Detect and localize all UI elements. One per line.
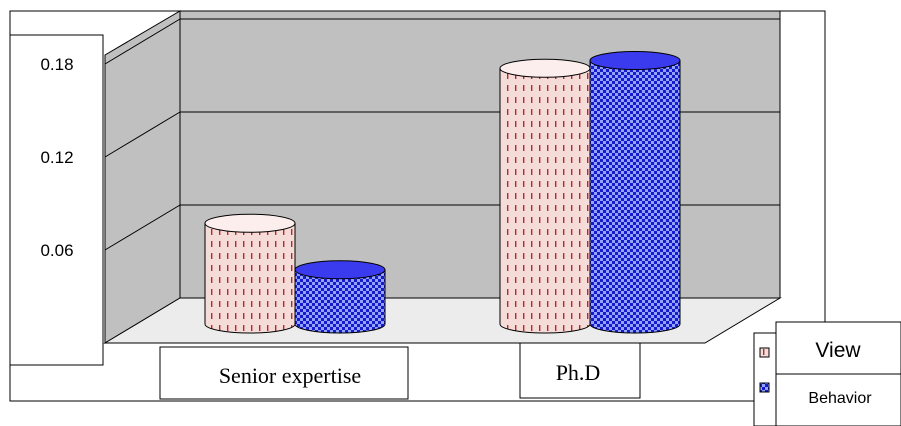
category-label-senior-expertise: Senior expertise <box>219 363 361 388</box>
y-axis-label-box <box>9 34 104 366</box>
y-tick-label-0: 0.06 <box>40 241 73 260</box>
category-label-phd: Ph.D <box>556 360 601 385</box>
legend-label-behavior: Behavior <box>808 390 872 407</box>
side-wall <box>104 10 181 344</box>
bar-phd-view-top <box>499 58 591 78</box>
bar-phd-behavior-top <box>589 51 681 70</box>
gridline-side-0 <box>104 204 181 251</box>
gridline-side-2 <box>104 18 181 65</box>
legend-header-box <box>775 321 901 375</box>
category-box-phd <box>519 342 641 399</box>
bar-phd-behavior <box>589 60 681 334</box>
bar-senior-expertise-behavior-top <box>294 260 386 280</box>
gridline-side-1 <box>104 111 181 158</box>
bar-phd-view <box>499 67 591 334</box>
bar-senior-expertise-view <box>204 222 296 334</box>
y-tick-label-2: 0.18 <box>40 55 73 74</box>
y-tick-label-1: 0.12 <box>40 148 73 167</box>
bar-senior-expertise-view-top <box>204 213 296 233</box>
legend-swatch-behavior <box>759 382 770 393</box>
legend-label-view: View <box>815 339 861 362</box>
bar-senior-expertise-behavior <box>294 269 386 334</box>
category-box-senior-expertise <box>159 346 409 400</box>
legend-swatch-view <box>759 347 770 358</box>
